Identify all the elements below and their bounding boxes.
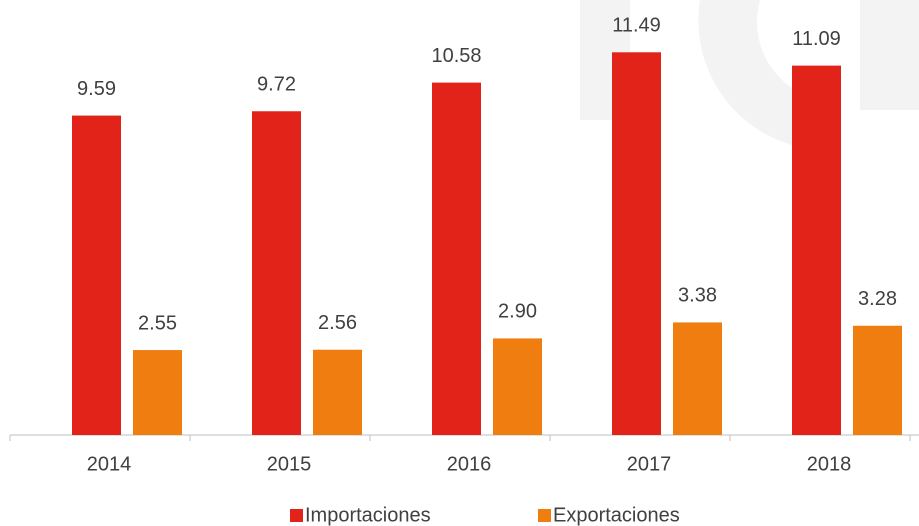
data-label: 9.59 [77, 78, 116, 100]
data-label: 11.49 [612, 15, 661, 37]
bar [252, 111, 301, 435]
bar [853, 325, 902, 435]
bar [432, 82, 481, 435]
data-label: 2.56 [318, 312, 357, 334]
data-label: 11.09 [792, 28, 841, 50]
bar [673, 322, 722, 435]
legend-label: Exportaciones [553, 504, 680, 526]
legend-label: Importaciones [305, 504, 431, 526]
x-tick-label: 2017 [627, 453, 672, 475]
legend-swatch [290, 509, 303, 522]
watermark [580, 0, 919, 150]
bar [133, 350, 182, 435]
bar [493, 338, 542, 435]
x-tick-label: 2018 [807, 453, 852, 475]
bar [72, 115, 121, 436]
data-label: 2.90 [498, 301, 537, 323]
data-label: 2.55 [138, 312, 177, 334]
data-label: 3.28 [858, 288, 897, 310]
legend-swatch [538, 509, 551, 522]
bar [612, 52, 661, 435]
data-label: 10.58 [431, 45, 481, 67]
data-label: 3.38 [678, 285, 717, 307]
x-tick-label: 2014 [87, 453, 132, 475]
x-tick-label: 2015 [267, 453, 312, 475]
x-tick-label: 2016 [447, 453, 492, 475]
bar [792, 65, 841, 436]
bar [313, 349, 362, 435]
data-label: 9.72 [257, 74, 296, 96]
